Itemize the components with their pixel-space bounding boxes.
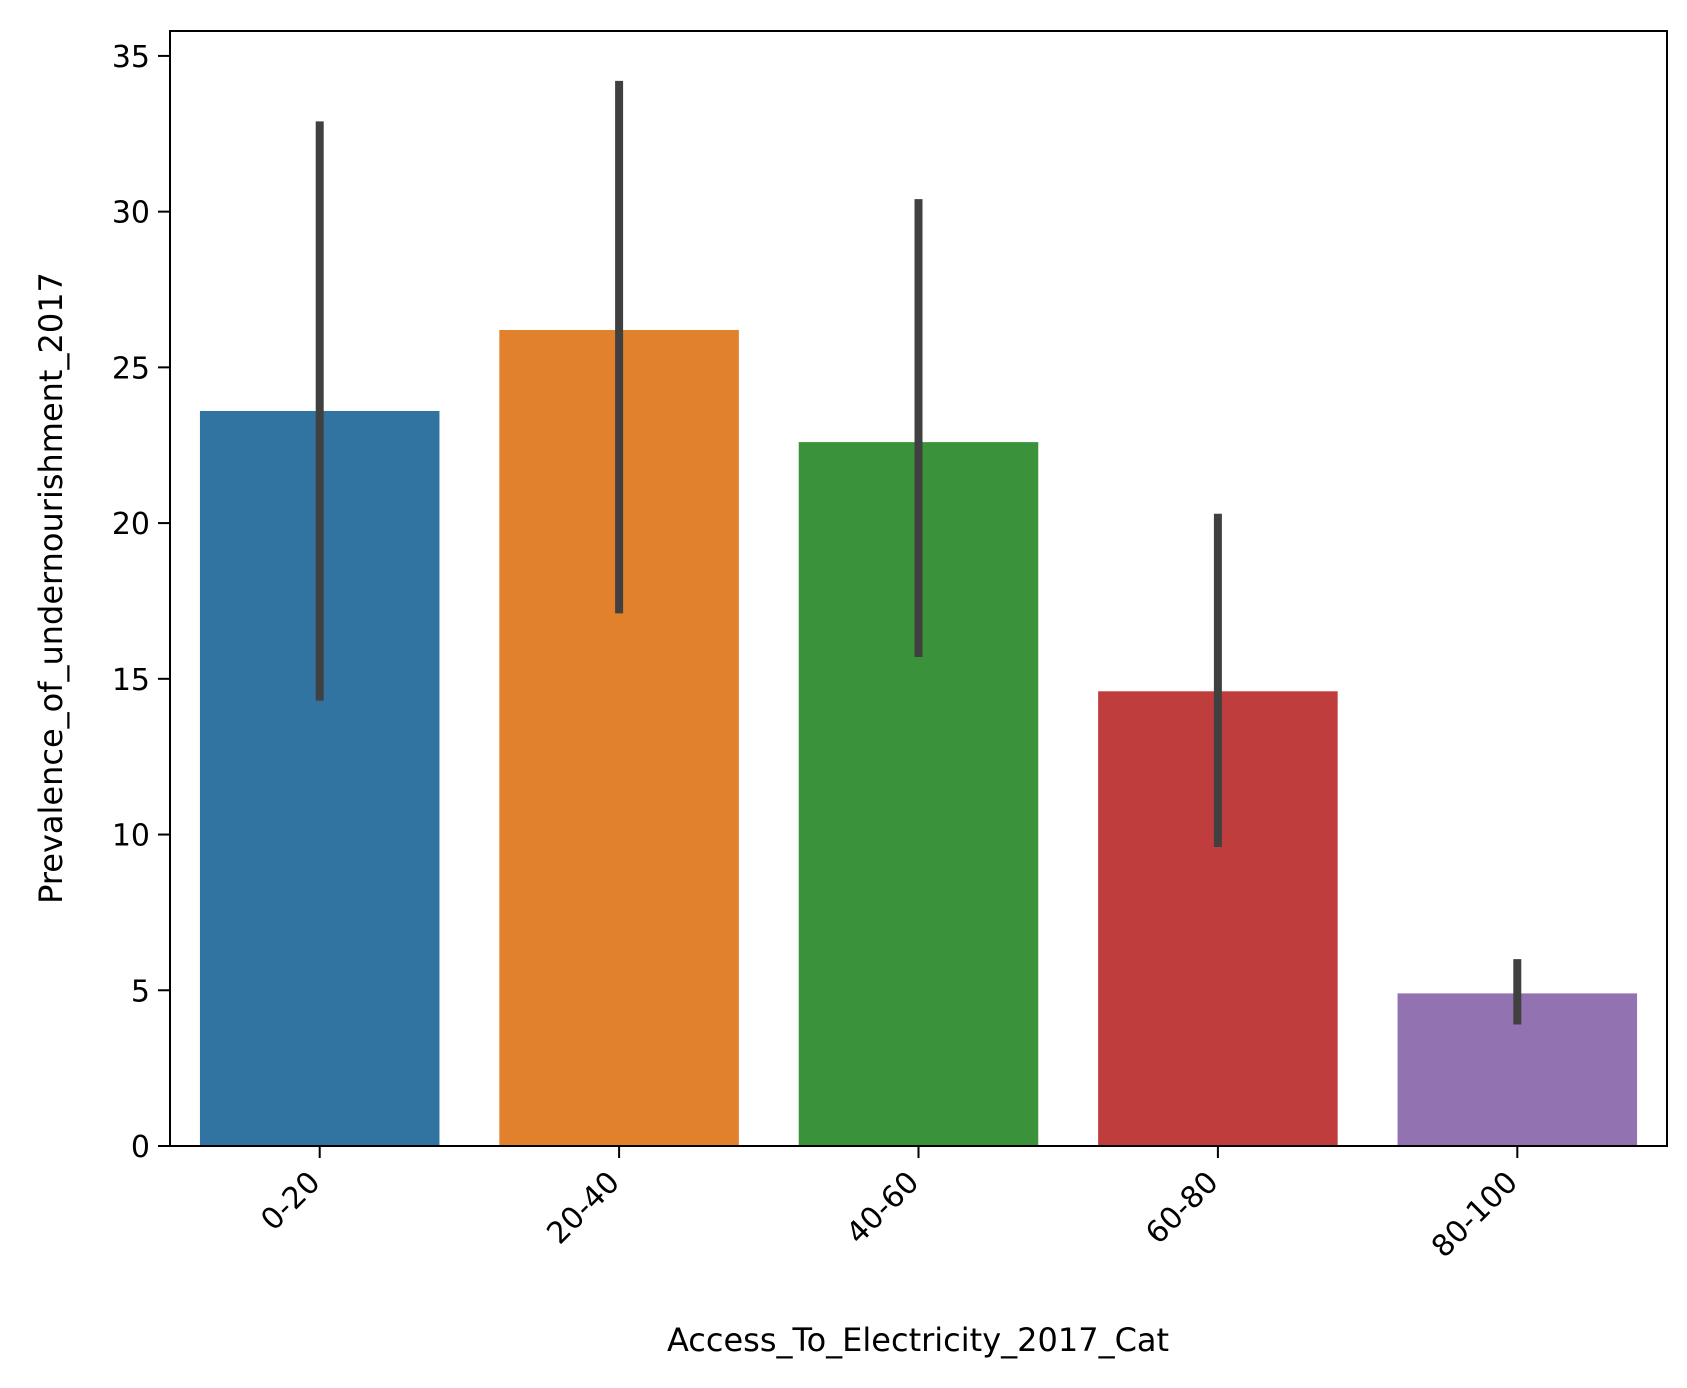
y-axis-label: Prevalence_of_undernourishment_2017 [32,272,70,904]
y-tick-label-20: 20 [112,507,150,542]
y-tick-label-5: 5 [131,974,150,1009]
y-tick-label-10: 10 [112,819,150,854]
y-axis: 0 5 10 15 20 25 30 35 [112,40,170,1165]
y-tick-label-0: 0 [131,1130,150,1165]
y-tick-label-15: 15 [112,663,150,698]
x-axis-label: Access_To_Electricity_2017_Cat [667,1321,1169,1359]
y-tick-label-30: 30 [112,196,150,231]
y-tick-label-35: 35 [112,40,150,75]
error-bars-layer [315,80,1522,1025]
y-tick-label-25: 25 [112,351,150,386]
